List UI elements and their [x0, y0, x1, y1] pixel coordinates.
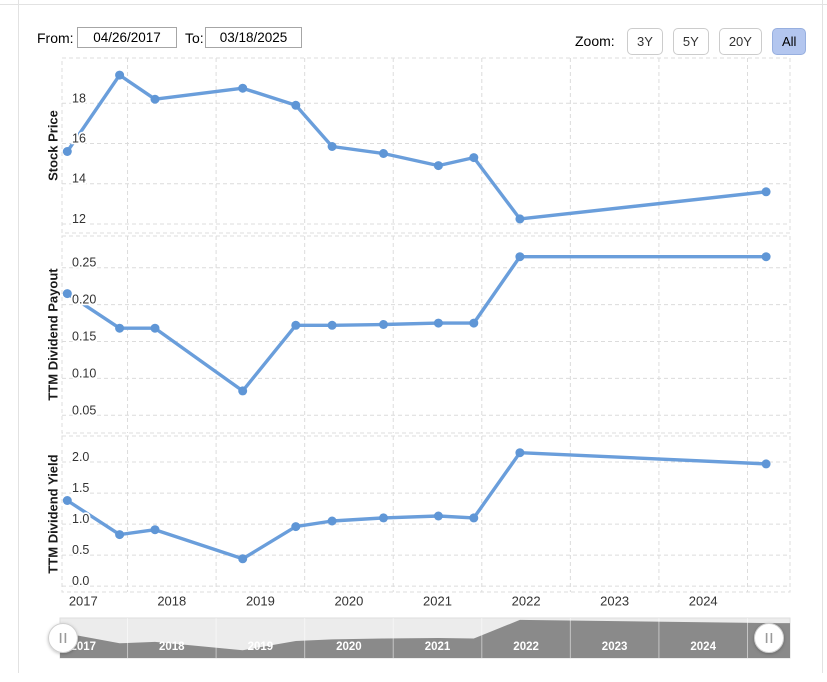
data-point-marker[interactable]: [433, 161, 443, 171]
from-date-input[interactable]: [77, 27, 177, 48]
y-axis-tick-label: 2.0: [72, 450, 89, 464]
data-point-marker[interactable]: [238, 83, 248, 93]
data-point-marker[interactable]: [62, 289, 72, 299]
data-point-marker[interactable]: [115, 70, 125, 80]
navigator-year-label: 2018: [159, 641, 185, 653]
y-axis-tick-label: 0.15: [72, 330, 96, 344]
y-axis-tick-label: 16: [72, 131, 86, 145]
data-point-marker[interactable]: [433, 318, 443, 328]
x-axis-label: 2021: [423, 594, 452, 609]
navigator-year-label: 2019: [248, 641, 274, 653]
data-point-marker[interactable]: [379, 320, 388, 329]
zoom-button-20y[interactable]: 20Y: [718, 28, 762, 55]
y-axis-tick-label: 0.10: [72, 366, 96, 380]
navigator-year-label: 2022: [513, 641, 539, 653]
handle-grip-icon: [59, 633, 62, 643]
navigator-year-label: 2023: [602, 641, 628, 653]
data-point-marker[interactable]: [115, 323, 125, 333]
x-axis-label: 2023: [600, 594, 629, 609]
data-point-marker[interactable]: [433, 511, 443, 521]
data-point-marker[interactable]: [469, 153, 479, 163]
x-axis-label: 2019: [246, 594, 275, 609]
y-axis-tick-label: 1.5: [72, 481, 89, 495]
from-label: From:: [37, 30, 74, 46]
panel-top-border: [0, 4, 827, 5]
x-axis-label: 2018: [157, 594, 186, 609]
subplot-ttm-dividend-payout: 0.05 0.10 0.15 0.20 0.25 TTM Dividend Payout: [46, 235, 791, 434]
y-axis-tick-label: 14: [72, 172, 86, 186]
y-axis-tick-label: 0.05: [72, 403, 96, 417]
plot-frame: [61, 57, 791, 234]
data-point-marker[interactable]: [238, 554, 248, 564]
data-point-marker[interactable]: [115, 530, 125, 540]
series-line: [65, 451, 768, 561]
navigator-handle-right[interactable]: [754, 623, 784, 653]
y-axis-tick-label: 0.20: [72, 293, 96, 307]
data-point-marker[interactable]: [238, 386, 248, 396]
navigator-handle-left[interactable]: [48, 623, 78, 653]
navigator-year-label: 2024: [690, 641, 716, 653]
data-point-marker[interactable]: [515, 448, 525, 458]
y-axis-title: TTM Dividend Yield: [46, 454, 61, 573]
y-axis-title: Stock Price: [46, 110, 61, 181]
y-axis-tick-label: 0.0: [72, 574, 89, 588]
data-point-marker[interactable]: [291, 100, 301, 110]
to-label: To:: [185, 30, 204, 46]
data-point-marker[interactable]: [761, 459, 771, 469]
data-point-marker[interactable]: [379, 149, 388, 158]
data-point-marker[interactable]: [515, 252, 525, 262]
series-line: [65, 73, 768, 221]
plot-frame: [61, 235, 791, 434]
data-point-marker[interactable]: [327, 320, 337, 330]
data-point-marker[interactable]: [291, 522, 301, 532]
data-point-marker[interactable]: [761, 187, 771, 197]
navigator-year-label: 2020: [336, 641, 362, 653]
subplot-ttm-dividend-yield: 0.0 0.5 1.0 1.5 2.0 TTM Dividend Yield: [46, 435, 791, 593]
panel-right-border: [822, 0, 823, 673]
data-point-marker[interactable]: [469, 318, 479, 328]
y-axis-title: TTM Dividend Payout: [46, 268, 61, 401]
panel-left-border: [18, 0, 19, 673]
data-point-marker[interactable]: [291, 320, 301, 330]
x-axis-label: 2022: [512, 594, 541, 609]
data-point-marker[interactable]: [150, 323, 160, 333]
plot-frame: [61, 435, 791, 593]
zoom-buttons: 3Y 5Y 20Y All: [627, 28, 807, 55]
y-axis-tick-label: 0.5: [72, 543, 89, 557]
navigator-year-label: 2021: [425, 641, 451, 653]
range-navigator: 2017 2018 2019 2020 2021 2022 2023 2024: [48, 617, 791, 659]
zoom-button-all[interactable]: All: [771, 28, 807, 55]
data-point-marker[interactable]: [469, 513, 479, 523]
navigator-year-label: 2017: [71, 641, 97, 653]
y-axis-tick-label: 1.0: [72, 512, 89, 526]
data-point-marker[interactable]: [515, 214, 525, 224]
series-line: [65, 255, 768, 393]
to-date-input[interactable]: [205, 27, 302, 48]
x-axis-label: 2020: [334, 594, 363, 609]
data-point-marker[interactable]: [62, 147, 72, 156]
data-point-marker[interactable]: [62, 496, 72, 505]
data-point-marker[interactable]: [327, 142, 337, 151]
zoom-button-5y[interactable]: 5Y: [672, 28, 709, 55]
y-axis-tick-label: 18: [72, 91, 86, 105]
data-point-marker[interactable]: [327, 516, 337, 526]
data-point-marker[interactable]: [379, 513, 388, 523]
y-axis-tick-label: 0.25: [72, 256, 96, 270]
handle-grip-icon: [770, 633, 773, 643]
data-point-marker[interactable]: [150, 94, 160, 104]
zoom-label: Zoom:: [575, 33, 615, 49]
zoom-button-3y[interactable]: 3Y: [627, 28, 663, 55]
handle-grip-icon: [64, 633, 67, 643]
handle-grip-icon: [765, 633, 768, 643]
navigator-area[interactable]: [60, 619, 790, 658]
y-axis-tick-label: 12: [72, 212, 86, 226]
data-point-marker[interactable]: [761, 252, 771, 262]
subplot-stock-price: 12 14 16 18 Stock Price: [46, 57, 791, 234]
data-point-marker[interactable]: [150, 525, 160, 535]
x-axis-label: 2024: [689, 594, 718, 609]
x-axis-label: 2017: [69, 594, 98, 609]
